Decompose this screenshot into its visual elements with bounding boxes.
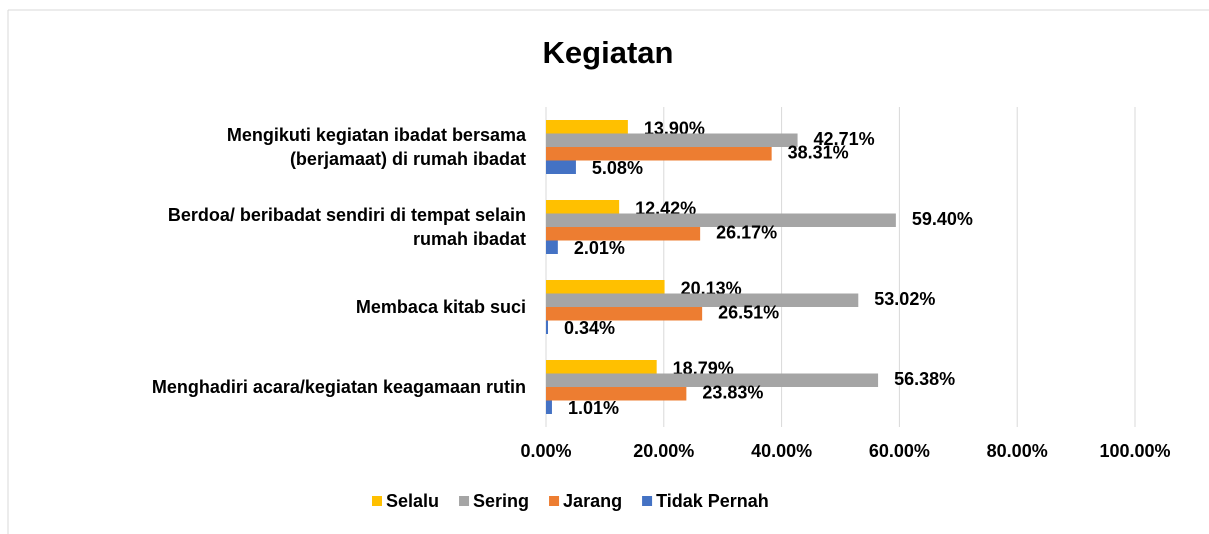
bar	[546, 360, 657, 374]
data-label: 42.71%	[814, 129, 875, 149]
chart-title: Kegiatan	[543, 35, 674, 70]
bar	[546, 320, 549, 334]
data-label: 26.17%	[716, 223, 777, 243]
category-label: Membaca kitab suci	[355, 297, 526, 317]
bar	[546, 227, 701, 241]
data-label: 23.83%	[702, 383, 763, 403]
x-tick-label: 60.00%	[869, 441, 930, 461]
x-tick-label: 20.00%	[633, 441, 694, 461]
data-label: 2.01%	[574, 238, 625, 258]
data-label: 59.40%	[912, 209, 973, 229]
x-tick-label: 80.00%	[987, 441, 1048, 461]
legend-label: Selalu	[386, 491, 439, 511]
x-tick-label: 100.00%	[1099, 441, 1170, 461]
category-label: Menghadiri acara/kegiatan keagamaan ruti…	[151, 377, 526, 397]
bar	[546, 147, 772, 161]
data-label: 56.38%	[894, 369, 955, 389]
bar	[546, 133, 798, 147]
bar	[546, 120, 628, 134]
bar	[546, 213, 896, 227]
legend-swatch	[549, 496, 560, 506]
bar	[546, 387, 687, 401]
category-label: Berdoa/ beribadat sendiri di tempat sela…	[167, 205, 526, 249]
legend-swatch	[372, 496, 382, 506]
bar	[546, 280, 665, 294]
data-label: 0.34%	[564, 318, 615, 338]
legend-label: Sering	[473, 491, 529, 511]
data-label: 53.02%	[874, 289, 935, 309]
legend-label: Jarang	[563, 491, 622, 511]
bar	[546, 160, 576, 174]
bar	[546, 240, 558, 254]
category-label: Mengikuti kegiatan ibadat bersama (berja…	[226, 125, 526, 169]
bar	[546, 293, 859, 307]
data-label: 38.31%	[788, 143, 849, 163]
bar	[546, 200, 620, 214]
x-tick-label: 40.00%	[751, 441, 812, 461]
legend-label: Tidak Pernah	[656, 491, 769, 511]
data-label: 5.08%	[592, 158, 643, 178]
x-tick-label: 0.00%	[520, 441, 571, 461]
bar	[546, 307, 703, 321]
data-label: 1.01%	[568, 398, 619, 418]
legend-swatch	[642, 496, 653, 506]
bar	[546, 373, 879, 387]
bar	[546, 400, 552, 414]
data-label: 26.51%	[718, 303, 779, 323]
legend-swatch	[459, 496, 470, 506]
